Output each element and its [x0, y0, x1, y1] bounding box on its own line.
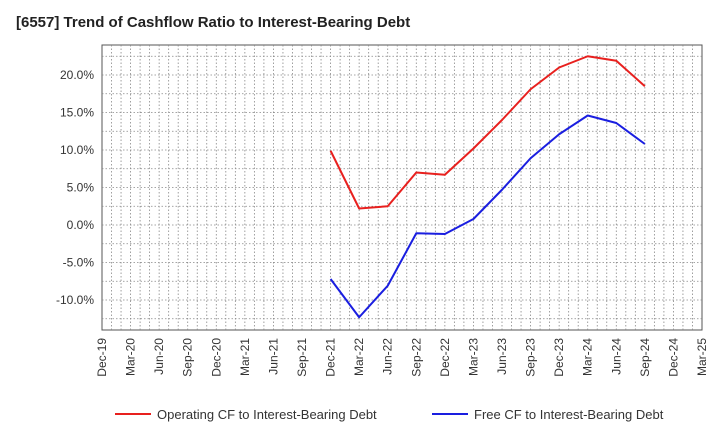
x-tick-label: Sep-20 [181, 338, 195, 377]
x-tick-label: Dec-23 [552, 338, 566, 377]
x-tick-label: Sep-22 [409, 338, 423, 377]
series-line-operating-cf [329, 55, 646, 210]
x-tick-label: Jun-20 [152, 338, 166, 375]
x-tick-label: Dec-21 [324, 338, 338, 377]
x-tick-label: Jun-21 [266, 338, 280, 375]
y-tick-label: 10.0% [60, 143, 94, 157]
x-tick-label: Sep-24 [638, 338, 652, 377]
x-tick-label: Mar-21 [238, 338, 252, 376]
plot-area [101, 44, 703, 331]
x-axis: Dec-19 Mar-20 Jun-20 Sep-20 Dec-20 Mar-21 Jun-… [95, 338, 709, 377]
x-tick-label: Jun-23 [495, 338, 509, 375]
y-tick-label: 20.0% [60, 68, 94, 82]
y-tick-label: -10.0% [56, 293, 94, 307]
y-tick-label: 15.0% [60, 106, 94, 120]
x-tick-label: Dec-24 [666, 338, 680, 377]
x-tick-label: Dec-19 [95, 338, 109, 377]
x-tick-label: Mar-20 [124, 338, 138, 376]
series-line-free-cf [329, 114, 646, 319]
x-tick-label: Mar-23 [466, 338, 480, 376]
x-tick-label: Mar-22 [352, 338, 366, 376]
x-tick-label: Dec-22 [438, 338, 452, 377]
legend-label: Free CF to Interest-Bearing Debt [474, 407, 664, 422]
x-tick-label: Mar-24 [581, 338, 595, 376]
legend-label: Operating CF to Interest-Bearing Debt [157, 407, 377, 422]
legend: Operating CF to Interest-Bearing Debt Fre… [115, 407, 664, 422]
x-tick-label: Sep-21 [295, 338, 309, 377]
series [329, 55, 646, 319]
y-tick-label: -5.0% [63, 256, 95, 270]
x-tick-label: Mar-25 [695, 338, 709, 376]
x-tick-label: Jun-22 [381, 338, 395, 375]
chart-title: [6557] Trend of Cashflow Ratio to Intere… [16, 14, 411, 31]
x-tick-label: Dec-20 [209, 338, 223, 377]
y-axis: -10.0% -5.0% 0.0% 5.0% 10.0% 15.0% 20.0% [56, 68, 94, 307]
y-tick-label: 0.0% [67, 218, 95, 232]
x-tick-label: Jun-24 [609, 338, 623, 375]
y-tick-label: 5.0% [67, 181, 95, 195]
x-tick-label: Sep-23 [524, 338, 538, 377]
